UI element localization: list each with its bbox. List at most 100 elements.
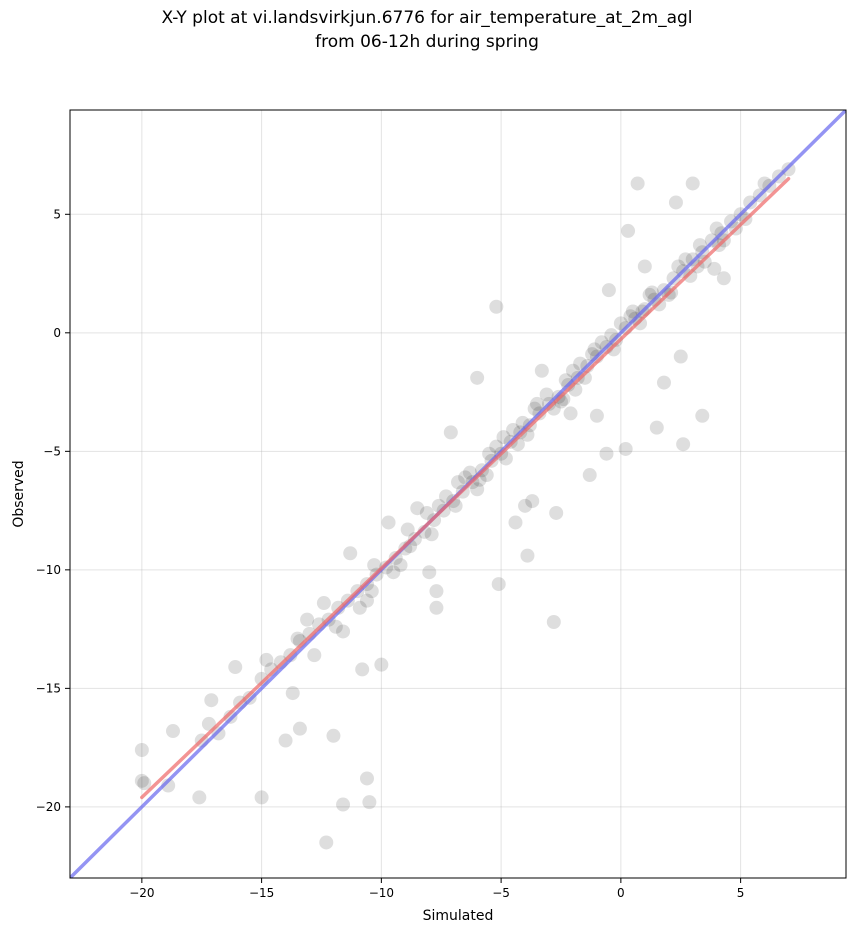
data-point — [716, 271, 731, 286]
data-point — [429, 584, 444, 599]
x-tick-label: −5 — [492, 886, 510, 900]
data-point — [530, 396, 545, 411]
data-point — [582, 468, 597, 483]
data-point — [470, 370, 485, 385]
y-tick-label: −5 — [43, 444, 61, 458]
data-point — [549, 505, 564, 520]
data-point — [676, 437, 691, 452]
x-tick-label: −10 — [369, 886, 394, 900]
data-point — [439, 489, 454, 504]
data-point — [300, 612, 315, 627]
data-point — [355, 662, 370, 677]
data-point — [364, 584, 379, 599]
chart-title-line-2: from 06-12h during spring — [315, 32, 539, 52]
data-point — [192, 790, 207, 805]
data-point — [599, 446, 614, 461]
data-point — [458, 470, 473, 485]
data-point — [429, 600, 444, 615]
grid-lines — [70, 110, 846, 878]
data-point — [336, 797, 351, 812]
data-point — [326, 728, 341, 743]
x-tick-label: −20 — [129, 886, 154, 900]
y-tick-label: −15 — [36, 681, 61, 695]
data-point — [573, 356, 588, 371]
data-point — [201, 716, 216, 731]
data-point — [496, 430, 511, 445]
y-tick-label: 0 — [53, 326, 61, 340]
reference-line — [140, 176, 791, 800]
data-point — [678, 252, 693, 267]
data-point — [709, 221, 724, 236]
data-point — [508, 515, 523, 530]
data-point — [292, 721, 307, 736]
data-point — [671, 259, 686, 274]
data-point — [618, 441, 633, 456]
x-axis-label: Simulated — [423, 908, 494, 924]
data-point — [137, 776, 152, 791]
data-point — [563, 406, 578, 421]
data-point — [362, 795, 377, 810]
data-point — [285, 686, 300, 701]
data-point — [316, 596, 331, 611]
data-point — [264, 662, 279, 677]
data-point — [506, 423, 521, 437]
data-point — [424, 527, 439, 542]
data-point — [645, 285, 659, 300]
data-point — [374, 657, 389, 672]
data-point — [534, 363, 549, 378]
data-point — [328, 619, 343, 634]
data-point — [367, 558, 382, 573]
data-point — [587, 342, 602, 357]
data-point — [649, 420, 664, 435]
data-point — [656, 375, 671, 390]
data-point — [685, 176, 700, 191]
data-point — [594, 335, 609, 350]
y-tick-label: −10 — [36, 563, 61, 577]
x-tick-label: 5 — [737, 886, 745, 900]
data-point — [668, 195, 683, 210]
data-point — [589, 408, 604, 423]
data-point — [343, 546, 358, 561]
plot-frame — [69, 109, 847, 879]
data-point — [539, 387, 554, 402]
y-axis-label: Observed — [11, 460, 27, 527]
data-point — [518, 498, 533, 513]
x-tick-label: −15 — [249, 886, 274, 900]
data-point — [134, 773, 149, 788]
data-point — [204, 693, 219, 708]
data-point — [621, 223, 636, 238]
data-point — [422, 565, 437, 580]
data-point — [697, 254, 712, 269]
data-point — [491, 577, 506, 592]
data-point — [165, 724, 180, 739]
data-point — [259, 652, 274, 667]
x-tick-label: 0 — [617, 886, 625, 900]
data-point — [613, 316, 628, 331]
data-point — [400, 522, 415, 537]
data-point — [462, 465, 477, 480]
data-point — [673, 349, 688, 364]
y-tick-label: −20 — [36, 800, 61, 814]
data-point — [625, 304, 640, 319]
data-point — [451, 475, 465, 490]
data-point — [336, 624, 351, 639]
data-point — [386, 565, 401, 580]
data-point — [577, 370, 592, 385]
data-point — [601, 283, 616, 298]
data-point — [695, 408, 710, 423]
data-point — [443, 425, 458, 440]
data-point — [692, 238, 707, 253]
data-point — [470, 482, 485, 497]
data-point — [683, 268, 698, 283]
reference-lines — [70, 110, 846, 878]
data-point — [228, 660, 243, 675]
axis-ticks: −20 −15 −10 −5 0 5 −20 −15 −10 −5 0 5 — [36, 207, 745, 900]
data-point — [520, 548, 535, 563]
data-point — [489, 299, 504, 314]
data-point — [527, 401, 542, 416]
data-point — [546, 615, 561, 629]
data-point — [637, 259, 652, 274]
data-point — [482, 446, 497, 461]
data-point — [410, 501, 425, 516]
